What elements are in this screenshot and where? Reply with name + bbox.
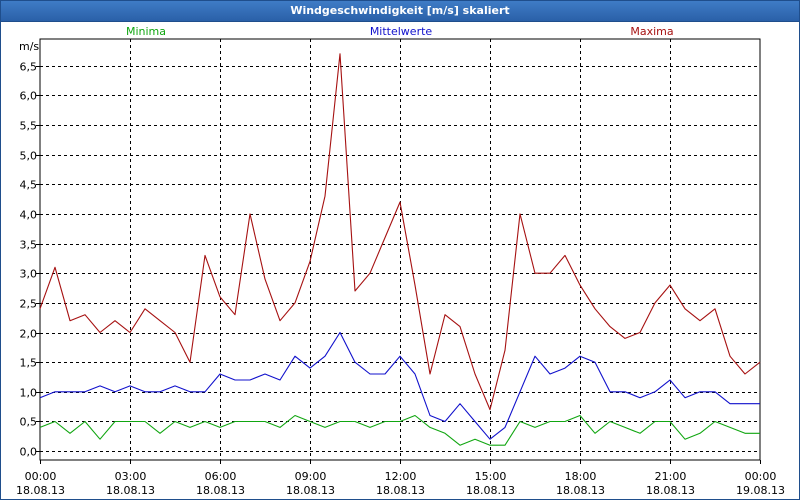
series-lines xyxy=(39,53,761,446)
x-tick-date-label: 18.08.13 xyxy=(106,484,155,497)
x-tick-date-label: 18.08.13 xyxy=(196,484,245,497)
x-tick-date-label: 18.08.13 xyxy=(556,484,605,497)
x-tick-date-label: 18.08.13 xyxy=(376,484,425,497)
x-tick-time-label: 06:00 xyxy=(205,470,237,483)
y-tick-label: 1,5 xyxy=(20,357,38,370)
series-line-minima xyxy=(39,414,760,446)
y-tick-label: 6,0 xyxy=(20,90,38,103)
legend-item-minima: Minima xyxy=(126,25,166,38)
y-axis-ticks: 0,0 0,5 1,0 1,5 2,0 2,5 3,0 3,5 4,0 4,5 5,0 5,5 6,0 6… xyxy=(20,61,40,459)
x-tick-date-label: 19.08.13 xyxy=(736,484,785,497)
legend-item-mittelwerte: Mittelwerte xyxy=(370,25,433,38)
x-tick-time-label: 00:00 xyxy=(745,470,777,483)
y-tick-label: 3,0 xyxy=(20,268,38,281)
x-tick-date-label: 18.08.13 xyxy=(466,484,515,497)
legend: Minima Mittelwerte Maxima xyxy=(126,25,674,38)
x-tick-date-label: 18.08.13 xyxy=(16,484,65,497)
x-tick-date-label: 18.08.13 xyxy=(286,484,335,497)
y-tick-label: 5,0 xyxy=(20,150,38,163)
y-tick-label: 0,0 xyxy=(20,446,38,459)
y-axis-unit-label: m/s xyxy=(19,40,39,53)
x-tick-time-label: 09:00 xyxy=(295,470,327,483)
y-tick-label: 6,5 xyxy=(20,61,38,74)
x-tick-time-label: 18:00 xyxy=(565,470,597,483)
grid-lines xyxy=(40,39,760,460)
x-tick-time-label: 03:00 xyxy=(115,470,147,483)
y-tick-label: 1,0 xyxy=(20,387,38,400)
window-title: Windgeschwindigkeit [m/s] skaliert xyxy=(1,1,799,22)
x-tick-time-label: 00:00 xyxy=(25,470,57,483)
series-line-mittelwerte xyxy=(39,331,760,440)
x-tick-time-label: 12:00 xyxy=(385,470,417,483)
y-tick-label: 3,5 xyxy=(20,239,38,252)
legend-item-maxima: Maxima xyxy=(630,25,673,38)
y-tick-label: 5,5 xyxy=(20,120,38,133)
y-tick-label: 2,5 xyxy=(20,298,38,311)
y-tick-label: 4,0 xyxy=(20,209,38,222)
x-tick-date-label: 18.08.13 xyxy=(646,484,695,497)
x-tick-time-label: 15:00 xyxy=(475,470,507,483)
y-tick-label: 4,5 xyxy=(20,179,38,192)
y-tick-label: 0,5 xyxy=(20,416,38,429)
x-tick-time-label: 21:00 xyxy=(655,470,687,483)
y-tick-label: 2,0 xyxy=(20,328,38,341)
x-axis-ticks: 00:0018.08.1303:0018.08.1306:0018.08.130… xyxy=(16,460,785,497)
series-line-maxima xyxy=(39,53,761,411)
